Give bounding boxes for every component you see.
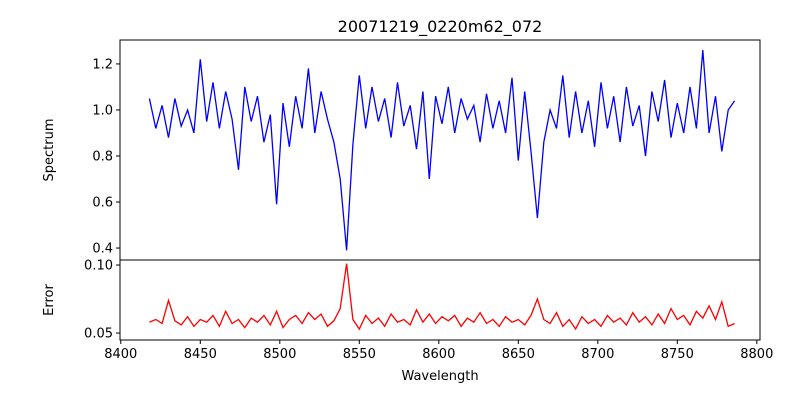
y-tick-label: 1.2 <box>92 57 113 72</box>
y-tick-label: 0.8 <box>92 149 113 164</box>
x-tick-label: 8800 <box>740 347 773 362</box>
error-line <box>149 263 735 331</box>
error-axes-frame <box>119 259 761 341</box>
spectrum-y-label: Spectrum <box>42 119 57 182</box>
x-tick-label: 8700 <box>581 347 614 362</box>
x-tick-label: 8550 <box>343 347 376 362</box>
x-tick-label: 8600 <box>422 347 455 362</box>
x-axis-label: Wavelength <box>401 369 478 384</box>
error-y-label: Error <box>42 284 57 316</box>
spectrum-line <box>148 50 736 251</box>
x-tick-label: 8650 <box>502 347 535 362</box>
x-tick-label: 8400 <box>104 347 137 362</box>
y-tick-label: 0.10 <box>84 259 113 274</box>
y-tick-label: 1.0 <box>92 103 113 118</box>
x-tick-label: 8750 <box>661 347 694 362</box>
x-tick-label: 8450 <box>184 347 217 362</box>
y-tick-label: 0.05 <box>84 327 113 342</box>
x-tick-label: 8500 <box>263 347 296 362</box>
spectrum-axes-frame <box>119 39 761 261</box>
y-tick-label: 0.4 <box>92 242 113 257</box>
chart-title: 20071219_0220m62_072 <box>338 17 543 37</box>
y-tick-label: 0.6 <box>92 196 113 211</box>
